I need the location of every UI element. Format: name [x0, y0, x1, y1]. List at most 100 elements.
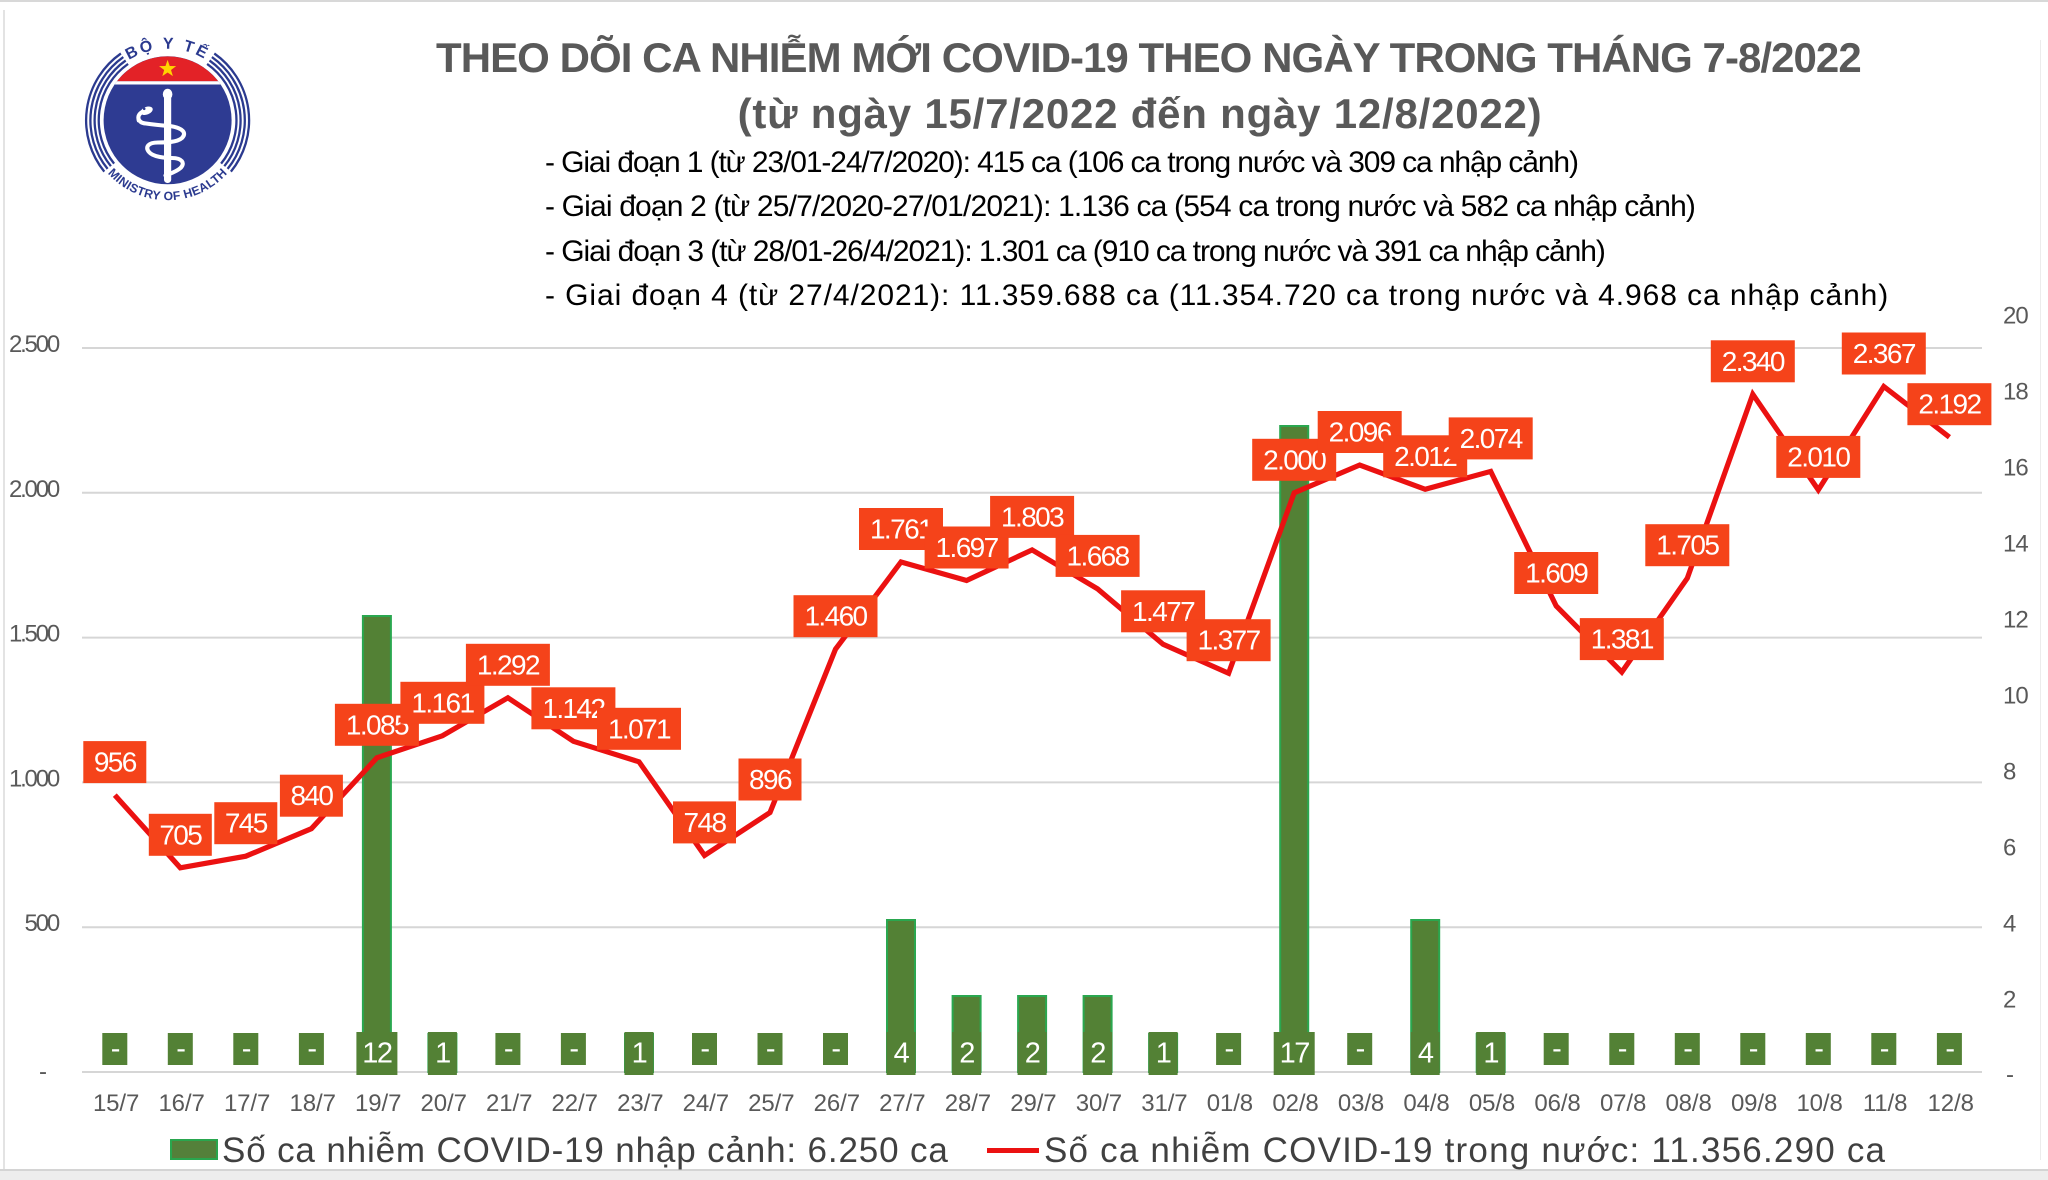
- svg-text:-: -: [1552, 1033, 1561, 1065]
- svg-text:12: 12: [362, 1038, 392, 1070]
- svg-text:20: 20: [2003, 303, 2028, 330]
- svg-text:1.477: 1.477: [1132, 596, 1195, 627]
- svg-text:1.609: 1.609: [1525, 558, 1588, 589]
- svg-text:12/8: 12/8: [1928, 1090, 1974, 1117]
- svg-text:-: -: [1880, 1033, 1889, 1065]
- svg-text:1.705: 1.705: [1656, 530, 1719, 561]
- svg-text:896: 896: [749, 764, 792, 795]
- svg-text:4: 4: [2003, 911, 2016, 938]
- svg-text:1: 1: [632, 1038, 647, 1070]
- svg-text:01/8: 01/8: [1207, 1090, 1253, 1117]
- svg-text:17: 17: [1280, 1038, 1310, 1070]
- svg-text:1: 1: [1156, 1038, 1171, 1070]
- svg-text:705: 705: [159, 819, 202, 850]
- svg-text:-: -: [1618, 1033, 1627, 1065]
- svg-text:8: 8: [2003, 759, 2016, 786]
- svg-text:28/7: 28/7: [945, 1090, 991, 1117]
- svg-text:2.000: 2.000: [1263, 444, 1326, 475]
- svg-text:30/7: 30/7: [1076, 1090, 1122, 1117]
- svg-text:956: 956: [94, 747, 137, 778]
- svg-text:2: 2: [2003, 987, 2016, 1014]
- svg-text:1.292: 1.292: [477, 649, 540, 680]
- svg-text:08/8: 08/8: [1665, 1090, 1711, 1117]
- svg-text:25/7: 25/7: [748, 1090, 794, 1117]
- svg-text:23/7: 23/7: [617, 1090, 663, 1117]
- svg-text:840: 840: [290, 780, 333, 811]
- svg-text:1.000: 1.000: [9, 765, 60, 792]
- svg-text:09/8: 09/8: [1731, 1090, 1777, 1117]
- svg-text:-: -: [176, 1033, 185, 1065]
- svg-text:-: -: [1749, 1033, 1758, 1065]
- svg-text:-: -: [1225, 1033, 1234, 1065]
- svg-text:10/8: 10/8: [1796, 1090, 1842, 1117]
- svg-text:1: 1: [1483, 1038, 1498, 1070]
- svg-text:1.500: 1.500: [9, 621, 60, 648]
- svg-text:02/8: 02/8: [1272, 1090, 1318, 1117]
- svg-text:-: -: [111, 1033, 120, 1065]
- svg-text:26/7: 26/7: [814, 1090, 860, 1117]
- svg-text:1.381: 1.381: [1591, 624, 1654, 655]
- svg-text:15/7: 15/7: [93, 1090, 139, 1117]
- svg-text:29/7: 29/7: [1010, 1090, 1056, 1117]
- svg-text:-: -: [504, 1033, 513, 1065]
- svg-text:27/7: 27/7: [879, 1090, 925, 1117]
- svg-text:6: 6: [2003, 835, 2016, 862]
- svg-text:1.761: 1.761: [870, 514, 933, 545]
- svg-text:2.500: 2.500: [9, 331, 60, 358]
- svg-text:18/7: 18/7: [290, 1090, 336, 1117]
- svg-text:-: -: [1945, 1033, 1954, 1065]
- svg-text:31/7: 31/7: [1141, 1090, 1187, 1117]
- svg-text:2.010: 2.010: [1787, 441, 1850, 472]
- svg-text:-: -: [39, 1059, 47, 1086]
- svg-text:21/7: 21/7: [486, 1090, 532, 1117]
- svg-text:-: -: [766, 1033, 775, 1065]
- svg-text:07/8: 07/8: [1600, 1090, 1646, 1117]
- svg-text:-: -: [1683, 1033, 1692, 1065]
- svg-text:-: -: [242, 1033, 251, 1065]
- svg-text:1.697: 1.697: [936, 532, 999, 563]
- svg-text:1.161: 1.161: [411, 687, 474, 718]
- svg-text:03/8: 03/8: [1338, 1090, 1384, 1117]
- svg-text:2.012: 2.012: [1394, 441, 1457, 472]
- svg-text:2.340: 2.340: [1722, 346, 1785, 377]
- svg-text:14: 14: [2003, 531, 2028, 558]
- svg-text:10: 10: [2003, 683, 2028, 710]
- svg-text:2: 2: [959, 1038, 974, 1070]
- svg-text:1.460: 1.460: [804, 601, 867, 632]
- svg-text:18: 18: [2003, 379, 2028, 406]
- svg-text:2.074: 2.074: [1460, 423, 1523, 454]
- svg-text:-: -: [700, 1033, 709, 1065]
- svg-text:2.096: 2.096: [1329, 417, 1392, 448]
- svg-text:-: -: [1356, 1033, 1365, 1065]
- svg-text:1.668: 1.668: [1067, 540, 1130, 571]
- svg-text:2: 2: [1025, 1038, 1040, 1070]
- svg-text:2.367: 2.367: [1853, 338, 1916, 369]
- svg-text:04/8: 04/8: [1403, 1090, 1449, 1117]
- svg-text:1.142: 1.142: [542, 693, 605, 724]
- svg-text:22/7: 22/7: [552, 1090, 598, 1117]
- svg-text:17/7: 17/7: [224, 1090, 270, 1117]
- svg-text:24/7: 24/7: [683, 1090, 729, 1117]
- svg-text:16/7: 16/7: [158, 1090, 204, 1117]
- svg-text:06/8: 06/8: [1534, 1090, 1580, 1117]
- svg-text:500: 500: [25, 910, 60, 937]
- svg-text:2.192: 2.192: [1918, 389, 1981, 420]
- svg-text:-: -: [307, 1033, 316, 1065]
- svg-text:1.803: 1.803: [1001, 501, 1064, 532]
- svg-text:2: 2: [1090, 1038, 1105, 1070]
- svg-text:-: -: [1814, 1033, 1823, 1065]
- svg-text:20/7: 20/7: [421, 1090, 467, 1117]
- svg-text:748: 748: [684, 807, 727, 838]
- svg-text:-: -: [2006, 1062, 2014, 1089]
- svg-text:19/7: 19/7: [355, 1090, 401, 1117]
- svg-text:1.085: 1.085: [346, 709, 409, 740]
- svg-text:12: 12: [2003, 607, 2028, 634]
- svg-text:1: 1: [435, 1038, 450, 1070]
- svg-text:2.000: 2.000: [9, 476, 60, 503]
- svg-text:1.377: 1.377: [1198, 625, 1261, 656]
- svg-text:745: 745: [225, 808, 268, 839]
- svg-text:-: -: [831, 1033, 840, 1065]
- svg-text:4: 4: [894, 1038, 910, 1070]
- svg-text:4: 4: [1418, 1038, 1434, 1070]
- svg-text:05/8: 05/8: [1469, 1090, 1515, 1117]
